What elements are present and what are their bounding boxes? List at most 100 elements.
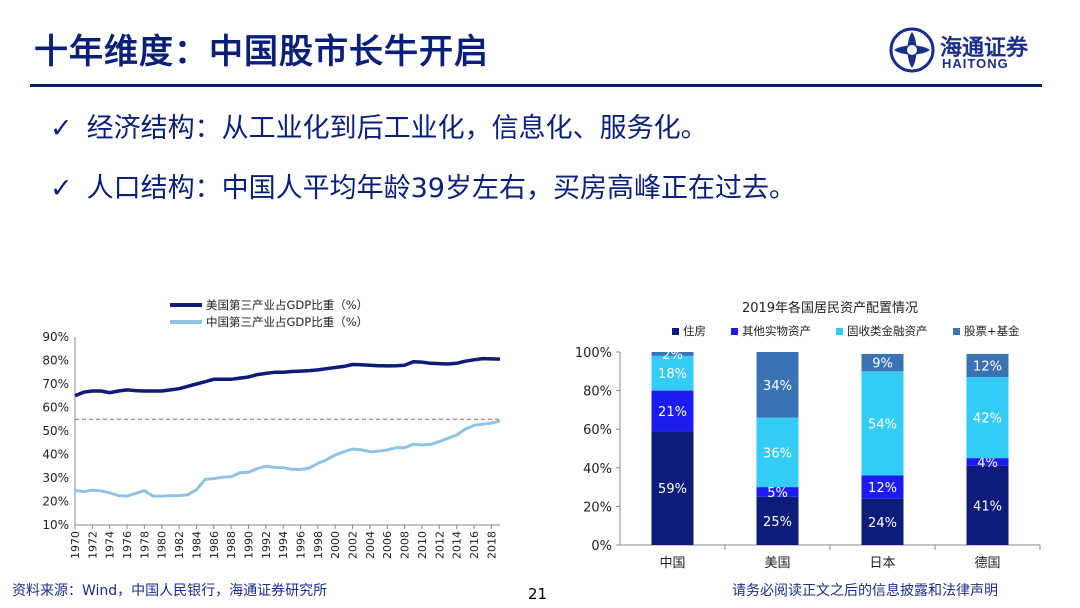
- source-note: 资料来源：Wind，中国人民银行，海通证券研究所: [12, 583, 328, 599]
- check-icon: ✓: [50, 113, 73, 144]
- legend-label: 中国第三产业占GDP比重（%）: [206, 315, 368, 329]
- data-label: 2%: [662, 348, 683, 363]
- legend-label: 美国第三产业占GDP比重（%）: [206, 298, 368, 312]
- x-tick-label: 2010: [416, 531, 429, 559]
- bar-segment: [651, 390, 694, 432]
- x-tick-label: 1984: [190, 531, 203, 559]
- logo-text-en: HAITONG: [942, 56, 1009, 71]
- legend-swatch: [836, 328, 843, 335]
- y-tick-label: 70%: [42, 377, 69, 391]
- data-label: 18%: [658, 367, 687, 382]
- y-tick-label: 0%: [591, 539, 612, 554]
- x-tick-label: 1998: [312, 531, 325, 559]
- data-label: 54%: [868, 417, 897, 432]
- bullet-text: 人口结构：中国人平均年龄39岁左右，买房高峰正在过去。: [86, 173, 796, 204]
- y-tick-label: 50%: [42, 424, 69, 438]
- check-icon: ✓: [50, 173, 73, 204]
- x-tick-label: 1972: [86, 531, 99, 559]
- x-tick-label: 1990: [242, 531, 255, 559]
- x-tick-label: 2014: [451, 531, 464, 559]
- x-tick-label: 中国: [659, 556, 685, 571]
- data-label: 34%: [763, 379, 792, 394]
- bar-segment: [966, 458, 1009, 466]
- y-tick-label: 90%: [42, 330, 69, 344]
- haitong-logo-icon: [889, 27, 935, 73]
- bar-segment: [966, 353, 1009, 378]
- bar-segment: [861, 371, 904, 476]
- bar-segment: [651, 431, 694, 545]
- x-tick-label: 2002: [347, 531, 360, 559]
- y-tick-label: 100%: [575, 346, 612, 361]
- data-label: 59%: [658, 482, 687, 497]
- x-tick-label: 2016: [468, 531, 481, 559]
- data-label: 25%: [763, 515, 792, 530]
- x-tick-label: 1974: [104, 531, 117, 559]
- y-tick-label: 30%: [42, 471, 69, 485]
- x-tick-label: 2006: [381, 531, 394, 559]
- x-tick-label: 2018: [485, 531, 498, 559]
- bullet-population-structure: ✓ 人口结构：中国人平均年龄39岁左右，买房高峰正在过去。: [50, 166, 796, 205]
- x-tick-label: 1982: [173, 531, 186, 559]
- bar-segment: [966, 377, 1009, 459]
- x-tick-label: 1988: [225, 531, 238, 559]
- y-tick-label: 60%: [42, 401, 69, 415]
- x-tick-label: 2004: [364, 531, 377, 559]
- x-tick-label: 1980: [156, 531, 169, 559]
- x-tick-label: 1994: [277, 531, 290, 559]
- data-label: 12%: [868, 481, 897, 496]
- legend-label: 固收类金融资产: [847, 324, 928, 338]
- bar-segment: [651, 355, 694, 391]
- bar-segment: [756, 417, 799, 488]
- x-tick-label: 1978: [138, 531, 151, 559]
- series-line-china: [74, 419, 501, 498]
- bar-segment: [651, 352, 694, 356]
- logo-text-cn: 海通证券: [940, 35, 1029, 61]
- x-tick-label: 1970: [69, 531, 82, 559]
- y-tick-label: 20%: [42, 495, 69, 509]
- page-number: 21: [528, 585, 548, 603]
- data-label: 36%: [763, 446, 792, 461]
- y-tick-label: 10%: [42, 518, 69, 532]
- x-tick-label: 2008: [399, 531, 412, 559]
- haitong-logo: 海通证券 HAITONG: [886, 26, 1046, 76]
- legend-swatch: [953, 328, 960, 335]
- x-tick-label: 美国: [764, 556, 790, 571]
- x-tick-label: 2000: [329, 531, 342, 559]
- bar-segment: [966, 465, 1009, 545]
- disclaimer-note: 请务必阅读正文之后的信息披露和法律声明: [732, 583, 998, 599]
- data-label: 42%: [973, 412, 1002, 427]
- bar-segment: [861, 475, 904, 499]
- y-tick-label: 40%: [42, 448, 69, 462]
- legend-label: 住房: [683, 324, 706, 338]
- title-divider: [30, 84, 1042, 87]
- data-label: 12%: [973, 360, 1002, 375]
- bar-segment: [756, 496, 799, 545]
- x-tick-label: 德国: [974, 556, 1000, 571]
- data-label: 24%: [868, 516, 897, 531]
- chart-title: 2019年各国居民资产配置情况: [742, 300, 918, 316]
- series-line-us: [74, 356, 501, 398]
- x-tick-label: 1986: [208, 531, 221, 559]
- data-label: 41%: [973, 499, 1002, 514]
- legend-label: 其他实物资产: [742, 324, 811, 338]
- y-tick-label: 60%: [583, 423, 612, 438]
- legend-swatch: [731, 328, 738, 335]
- bar-segment: [861, 498, 904, 545]
- bullet-economic-structure: ✓ 经济结构：从工业化到后工业化，信息化、服务化。: [50, 106, 708, 145]
- y-tick-label: 80%: [42, 354, 69, 368]
- data-label: 5%: [767, 486, 788, 501]
- tertiary-industry-line-chart: 10% 20% 30% 40% 50% 60% 70% 80% 90% 1970 1972 1974 1…: [42, 298, 501, 559]
- bar-segment: [756, 352, 799, 418]
- y-tick-label: 20%: [583, 500, 612, 515]
- legend-swatch: [672, 328, 679, 335]
- x-tick-label: 1976: [121, 531, 134, 559]
- slide-title: 十年维度：中国股市长牛开启: [34, 32, 489, 72]
- legend-label: 股票+基金: [964, 324, 1020, 338]
- data-label: 21%: [658, 405, 687, 420]
- data-label: 4%: [977, 456, 998, 471]
- x-tick-label: 2012: [433, 531, 446, 559]
- y-tick-label: 80%: [583, 385, 612, 400]
- x-tick-label: 日本: [869, 556, 895, 571]
- x-tick-label: 1992: [260, 531, 273, 559]
